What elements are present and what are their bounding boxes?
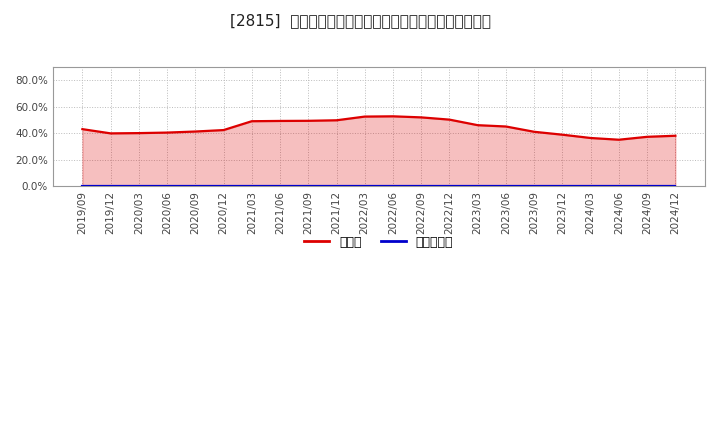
Text: [2815]  現顔金、有利子負債の総資産に対する比率の推移: [2815] 現顔金、有利子負債の総資産に対する比率の推移: [230, 13, 490, 28]
Legend: 現顔金, 有利子負債: 現顔金, 有利子負債: [300, 231, 458, 253]
